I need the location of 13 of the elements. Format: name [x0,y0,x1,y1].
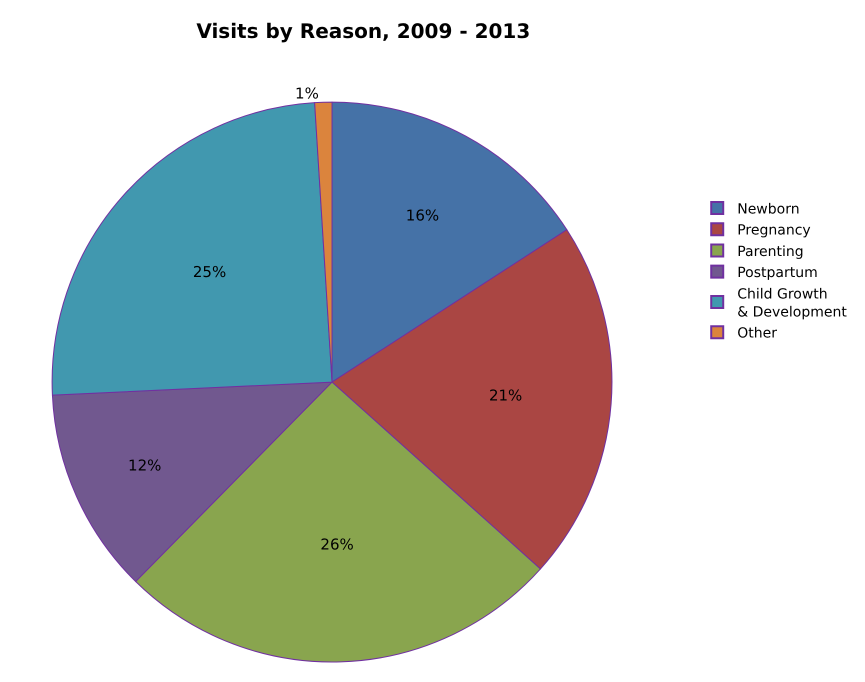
legend-label: Parenting [737,244,804,260]
legend-label: Other [737,326,778,342]
data-label: 16% [406,206,440,225]
legend-label: Pregnancy [737,222,811,239]
data-label: 1% [295,84,319,102]
legend-label: Postpartum [737,265,818,282]
data-label: 25% [192,263,226,282]
legend-label: Child Growth & Development [737,286,848,320]
legend-label: Newborn [737,202,800,218]
data-label: 26% [320,535,354,554]
data-label: 12% [128,456,162,475]
chart-title: Visits by Reason, 2009 - 2013 [196,18,530,43]
data-label: 21% [488,386,522,405]
